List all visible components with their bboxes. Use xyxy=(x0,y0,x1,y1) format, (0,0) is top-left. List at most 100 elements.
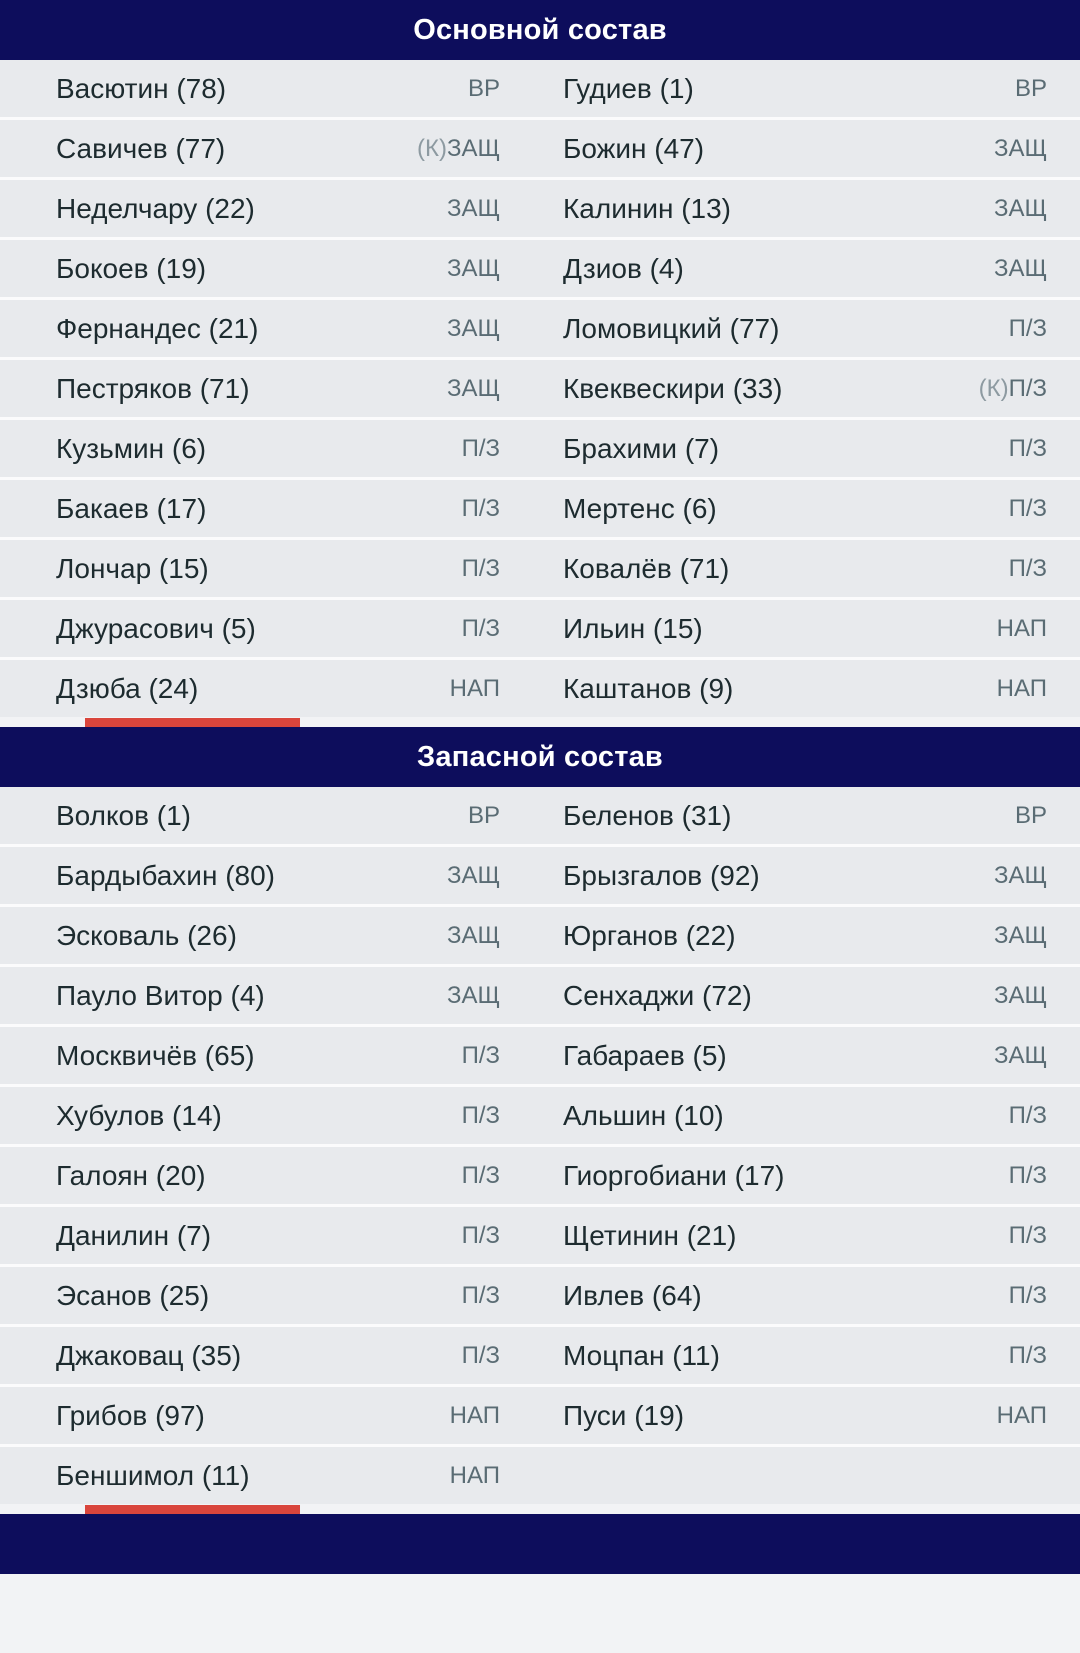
table-row: Эсковаль (26) ЗАЩ Юрганов (22) ЗАЩ xyxy=(0,907,1080,967)
player-position: ВР xyxy=(1014,801,1047,829)
player-cell-left[interactable]: Васютин (78) ВР xyxy=(0,60,540,117)
player-cell-right[interactable]: Ильин (15) НАП xyxy=(540,600,1080,657)
player-position: ЗАЩ xyxy=(446,861,500,889)
player-position: П/З xyxy=(461,1281,500,1309)
section-header-substitutes: Запасной состав xyxy=(0,718,1080,787)
player-position: ЗАЩ xyxy=(446,981,500,1009)
player-cell-left[interactable]: Фернандес (21) ЗАЩ xyxy=(0,300,540,357)
player-name: Савичев (77) xyxy=(56,132,226,164)
player-name: Каштанов (9) xyxy=(563,672,734,704)
player-cell-left[interactable]: Пестряков (71) ЗАЩ xyxy=(0,360,540,417)
player-cell-right[interactable]: Мертенс (6) П/З xyxy=(540,480,1080,537)
player-cell-right[interactable]: Пуси (19) НАП xyxy=(540,1387,1080,1444)
player-position: НАП xyxy=(996,1401,1047,1429)
player-cell-right[interactable]: Габараев (5) ЗАЩ xyxy=(540,1027,1080,1084)
table-row: Кузьмин (6) П/З Брахими (7) П/З xyxy=(0,420,1080,480)
player-name: Эсковаль (26) xyxy=(56,919,237,951)
player-cell-right[interactable]: Ивлев (64) П/З xyxy=(540,1267,1080,1324)
player-cell-right[interactable]: Беленов (31) ВР xyxy=(540,787,1080,844)
player-cell-right[interactable]: Дзиов (4) ЗАЩ xyxy=(540,240,1080,297)
player-cell-right[interactable]: Каштанов (9) НАП xyxy=(540,660,1080,717)
player-cell-left[interactable]: Бакаев (17) П/З xyxy=(0,480,540,537)
player-cell-left[interactable]: Кузьмин (6) П/З xyxy=(0,420,540,477)
player-cell-left[interactable]: Савичев (77) (К)ЗАЩ xyxy=(0,120,540,177)
player-cell-left[interactable]: Эсковаль (26) ЗАЩ xyxy=(0,907,540,964)
player-name: Бардыбахин (80) xyxy=(56,859,275,891)
player-name: Брахими (7) xyxy=(563,432,720,464)
player-cell-right[interactable]: Щетинин (21) П/З xyxy=(540,1207,1080,1264)
player-name: Хубулов (14) xyxy=(56,1099,222,1131)
player-name: Ломовицкий (77) xyxy=(563,312,780,344)
player-position: П/З xyxy=(1008,1221,1047,1249)
table-row: Галоян (20) П/З Гиоргобиани (17) П/З xyxy=(0,1147,1080,1207)
player-position: (К)ЗАЩ xyxy=(417,136,500,161)
player-name: Ивлев (64) xyxy=(563,1279,702,1311)
player-cell-right[interactable]: Альшин (10) П/З xyxy=(540,1087,1080,1144)
player-name: Ковалёв (71) xyxy=(563,552,730,584)
player-name: Гиоргобиани (17) xyxy=(563,1159,785,1191)
table-row: Москвичёв (65) П/З Габараев (5) ЗАЩ xyxy=(0,1027,1080,1087)
player-cell-right[interactable]: Ломовицкий (77) П/З xyxy=(540,300,1080,357)
player-cell-left[interactable]: Беншимол (11) НАП xyxy=(0,1447,540,1504)
player-position: П/З xyxy=(461,1041,500,1069)
player-cell-left[interactable]: Джаковац (35) П/З xyxy=(0,1327,540,1384)
player-cell-right[interactable]: Квеквескири (33) (К)П/З xyxy=(540,360,1080,417)
player-cell-right[interactable]: Гудиев (1) ВР xyxy=(540,60,1080,117)
player-cell-right[interactable]: Юрганов (22) ЗАЩ xyxy=(540,907,1080,964)
player-cell-right[interactable]: Божин (47) ЗАЩ xyxy=(540,120,1080,177)
player-cell-right xyxy=(540,1447,1080,1504)
table-row: Савичев (77) (К)ЗАЩ Божин (47) ЗАЩ xyxy=(0,120,1080,180)
player-position: П/З xyxy=(1008,434,1047,462)
red-accent-bar xyxy=(85,1505,300,1514)
player-cell-right[interactable]: Ковалёв (71) П/З xyxy=(540,540,1080,597)
player-position: П/З xyxy=(1008,1341,1047,1369)
player-cell-left[interactable]: Лончар (15) П/З xyxy=(0,540,540,597)
player-name: Пестряков (71) xyxy=(56,372,250,404)
player-cell-right[interactable]: Брахими (7) П/З xyxy=(540,420,1080,477)
player-cell-left[interactable]: Данилин (7) П/З xyxy=(0,1207,540,1264)
player-cell-left[interactable]: Джурасович (5) П/З xyxy=(0,600,540,657)
player-position: ЗАЩ xyxy=(993,921,1047,949)
player-cell-left[interactable]: Дзюба (24) НАП xyxy=(0,660,540,717)
player-position: ЗАЩ xyxy=(993,981,1047,1009)
player-name: Моцпан (11) xyxy=(563,1339,720,1371)
player-name: Дзюба (24) xyxy=(56,672,199,704)
player-cell-right[interactable]: Моцпан (11) П/З xyxy=(540,1327,1080,1384)
player-cell-left[interactable]: Эсанов (25) П/З xyxy=(0,1267,540,1324)
player-cell-left[interactable]: Хубулов (14) П/З xyxy=(0,1087,540,1144)
table-row: Волков (1) ВР Беленов (31) ВР xyxy=(0,787,1080,847)
player-cell-right[interactable]: Калинин (13) ЗАЩ xyxy=(540,180,1080,237)
player-cell-right[interactable]: Гиоргобиани (17) П/З xyxy=(540,1147,1080,1204)
player-position: НАП xyxy=(449,1401,500,1429)
player-cell-left[interactable]: Галоян (20) П/З xyxy=(0,1147,540,1204)
player-rows: Волков (1) ВР Беленов (31) ВР Бардыбахин (80… xyxy=(0,787,1080,1504)
lineups-container: Основной состав Васютин (78) ВР Гудиев (1) В… xyxy=(0,0,1080,1574)
table-row: Беншимол (11) НАП xyxy=(0,1447,1080,1504)
player-position: П/З xyxy=(461,1341,500,1369)
player-name: Эсанов (25) xyxy=(56,1279,210,1311)
player-cell-left[interactable]: Бардыбахин (80) ЗАЩ xyxy=(0,847,540,904)
player-cell-left[interactable]: Грибов (97) НАП xyxy=(0,1387,540,1444)
player-cell-right[interactable]: Сенхаджи (72) ЗАЩ xyxy=(540,967,1080,1024)
player-position: П/З xyxy=(1008,554,1047,582)
player-name: Гудиев (1) xyxy=(563,72,694,104)
captain-marker: (К) xyxy=(978,374,1009,402)
player-position: П/З xyxy=(1008,314,1047,342)
section-title: Основной состав xyxy=(413,13,667,46)
player-cell-right[interactable]: Брызгалов (92) ЗАЩ xyxy=(540,847,1080,904)
player-cell-left[interactable]: Неделчару (22) ЗАЩ xyxy=(0,180,540,237)
player-name: Пуси (19) xyxy=(563,1399,685,1431)
player-position: ЗАЩ xyxy=(993,194,1047,222)
player-cell-left[interactable]: Бокоев (19) ЗАЩ xyxy=(0,240,540,297)
player-position: ЗАЩ xyxy=(993,134,1047,162)
player-position: П/З xyxy=(1008,1161,1047,1189)
player-position: П/З xyxy=(1008,1281,1047,1309)
player-cell-left[interactable]: Москвичёв (65) П/З xyxy=(0,1027,540,1084)
player-cell-left[interactable]: Пауло Витор (4) ЗАЩ xyxy=(0,967,540,1024)
table-row: Бакаев (17) П/З Мертенс (6) П/З xyxy=(0,480,1080,540)
player-name: Фернандес (21) xyxy=(56,312,259,344)
table-row: Дзюба (24) НАП Каштанов (9) НАП xyxy=(0,660,1080,717)
section-gap xyxy=(0,1504,1080,1514)
section-header-starting-lineup: Основной состав xyxy=(0,0,1080,60)
player-cell-left[interactable]: Волков (1) ВР xyxy=(0,787,540,844)
